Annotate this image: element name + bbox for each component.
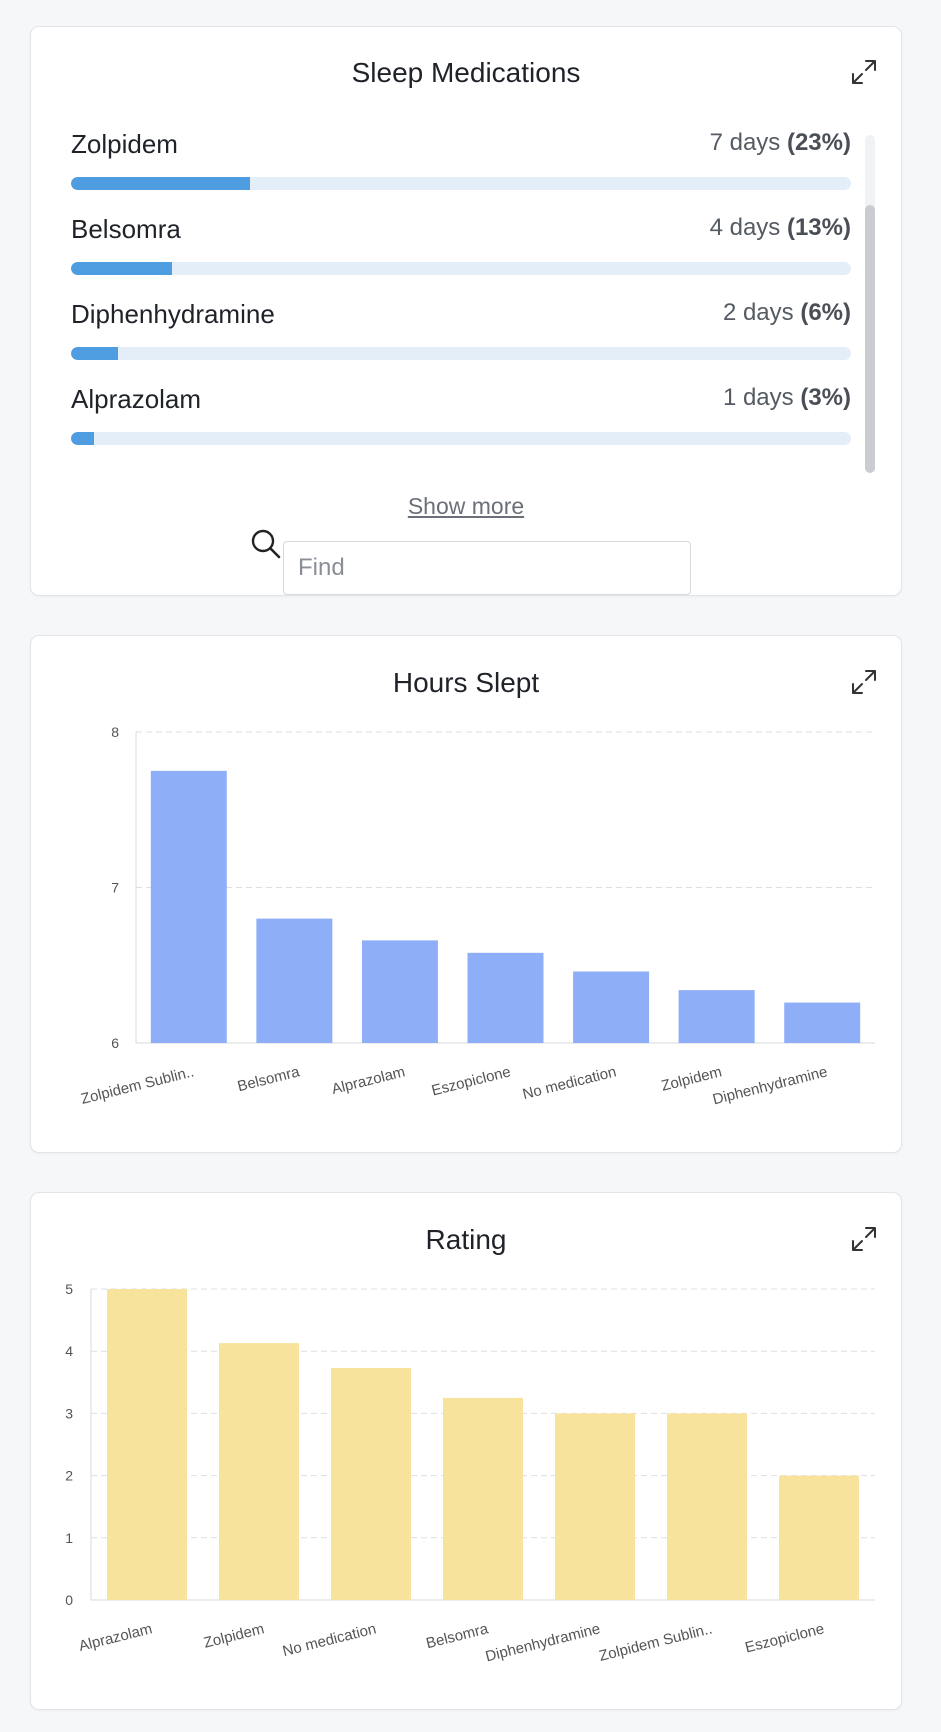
medication-days: 2 days <box>722 299 794 326</box>
expand-icon[interactable] <box>851 669 877 695</box>
bar[interactable] <box>573 971 650 1043</box>
x-tick-label: Eszopiclone <box>430 1063 513 1099</box>
medication-progress-fill <box>71 432 95 445</box>
x-tick-label: Zolpidem Sublin.. <box>79 1063 196 1108</box>
medication-stat: 2 days (6%) <box>723 299 851 327</box>
sleep-medications-card: Sleep Medications Zolpidem 7 days (23%) … <box>30 26 902 596</box>
card-title: Hours Slept <box>392 667 540 698</box>
bar[interactable] <box>467 952 544 1043</box>
y-tick-label: 8 <box>111 724 119 740</box>
x-tick-label: Eszopiclone <box>743 1620 826 1656</box>
medication-progress-track <box>71 347 851 360</box>
medication-percent: (13%) <box>786 214 851 241</box>
x-tick-label: Alprazolam <box>330 1063 407 1098</box>
medication-list: Zolpidem 7 days (23%) Belsomra 4 days (1… <box>71 129 851 469</box>
y-tick-label: 0 <box>65 1592 73 1608</box>
medication-stat: 4 days (13%) <box>710 214 851 242</box>
card-title: Rating <box>425 1224 507 1255</box>
medication-name: Diphenhydramine <box>71 299 275 329</box>
x-tick-label: Zolpidem Sublin.. <box>597 1620 714 1665</box>
medication-days: 1 days <box>722 384 794 411</box>
medication-days: 7 days <box>709 129 781 156</box>
x-tick-label: Diphenhydramine <box>484 1620 602 1665</box>
bar[interactable] <box>256 918 333 1043</box>
bar[interactable] <box>331 1367 411 1600</box>
x-tick-label: Alprazolam <box>77 1620 154 1655</box>
rating-card: Rating 0 1 2 3 4 5 Alprazolam Zolpidem No medica… <box>30 1192 902 1710</box>
x-tick-label: Diphenhydramine <box>711 1063 829 1108</box>
expand-icon[interactable] <box>851 59 877 85</box>
hours-slept-card: Hours Slept 6 7 8 Zolpidem Sublin.. Belsomra… <box>30 635 902 1153</box>
card-title: Sleep Medications <box>351 57 581 88</box>
bar[interactable] <box>219 1343 299 1600</box>
list-scrollbar[interactable] <box>865 135 875 473</box>
bar[interactable] <box>150 770 227 1043</box>
medication-progress-track <box>71 177 851 190</box>
rating-chart: 0 1 2 3 4 5 Alprazolam Zolpidem No medication Bel… <box>65 1281 875 1665</box>
bar[interactable] <box>555 1413 635 1600</box>
medication-progress-track <box>71 262 851 275</box>
medication-progress-track <box>71 432 851 445</box>
x-tick-label: Belsomra <box>424 1620 490 1652</box>
medication-item[interactable]: Diphenhydramine 2 days (6%) <box>71 299 851 384</box>
bar[interactable] <box>784 1002 861 1043</box>
medication-stat: 1 days (3%) <box>723 384 851 412</box>
hours-slept-chart: 6 7 8 Zolpidem Sublin.. Belsomra Alprazolam Es… <box>79 724 875 1108</box>
medication-name: Alprazolam <box>71 384 202 414</box>
medication-item[interactable]: Zolpidem 7 days (23%) <box>71 129 851 214</box>
medication-item[interactable]: Belsomra 4 days (13%) <box>71 214 851 299</box>
bar[interactable] <box>361 940 438 1043</box>
bar[interactable] <box>678 990 755 1043</box>
scrollbar-thumb[interactable] <box>865 205 875 473</box>
y-tick-label: 3 <box>65 1405 73 1421</box>
medication-days: 4 days <box>709 214 781 241</box>
expand-icon[interactable] <box>851 1226 877 1252</box>
medication-percent: (6%) <box>800 299 851 326</box>
medication-progress-fill <box>71 347 118 360</box>
y-tick-label: 5 <box>65 1281 73 1297</box>
medication-percent: (3%) <box>800 384 851 411</box>
medication-name: Belsomra <box>71 214 181 244</box>
medication-item[interactable]: Alprazolam 1 days (3%) <box>71 384 851 469</box>
y-tick-label: 7 <box>111 880 119 896</box>
x-tick-label: No medication <box>521 1063 618 1103</box>
show-more-link[interactable]: Show more <box>407 493 525 519</box>
find-input[interactable] <box>283 541 691 595</box>
y-tick-label: 4 <box>65 1343 73 1359</box>
x-tick-label: Zolpidem <box>202 1620 266 1651</box>
y-tick-label: 2 <box>65 1468 73 1484</box>
bar[interactable] <box>443 1397 523 1600</box>
bar[interactable] <box>667 1413 747 1600</box>
medication-name: Zolpidem <box>71 129 178 159</box>
bar[interactable] <box>779 1475 859 1600</box>
medication-percent: (23%) <box>786 129 851 156</box>
x-tick-label: No medication <box>281 1620 378 1660</box>
x-tick-label: Belsomra <box>236 1063 302 1095</box>
medication-progress-fill <box>71 262 173 275</box>
search-icon <box>251 529 281 559</box>
y-tick-label: 6 <box>111 1035 119 1051</box>
y-tick-label: 1 <box>65 1530 73 1546</box>
medication-progress-fill <box>71 177 251 190</box>
bar[interactable] <box>107 1289 187 1600</box>
medication-stat: 7 days (23%) <box>710 129 851 157</box>
